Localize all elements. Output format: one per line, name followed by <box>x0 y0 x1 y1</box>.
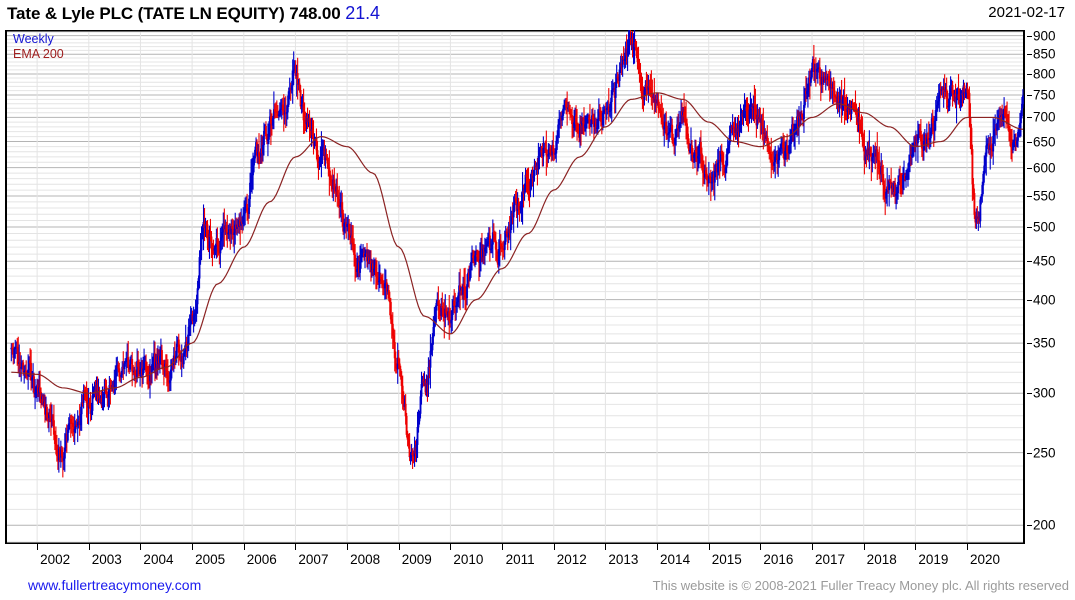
x-axis: 2002 2003 2004 2005 2006 2007 2008 2009 2010 2011… <box>5 544 1025 567</box>
chart-plot-area[interactable]: Weekly EMA 200 <box>5 30 1025 544</box>
plot-frame <box>5 30 1025 544</box>
x-axis-tick-mark <box>347 544 349 550</box>
x-axis-tick-label: 2011 <box>505 552 535 567</box>
x-axis-tick-label: 2007 <box>298 552 329 567</box>
x-axis-tick-label: 2017 <box>815 552 846 567</box>
y-axis-tick-label: 500 <box>1033 219 1056 235</box>
y-axis-tick-label: 850 <box>1033 46 1056 62</box>
chart-header: Tate & Lyle PLC (TATE LN EQUITY) 748.00 … <box>0 0 1075 28</box>
x-axis-tick-label: 2008 <box>350 552 381 567</box>
x-axis-tick-label: 2009 <box>401 552 432 567</box>
y-axis-tick-label: 350 <box>1033 335 1056 351</box>
chart-legend: Weekly EMA 200 <box>13 32 64 62</box>
y-axis-tick-label: 900 <box>1033 28 1056 44</box>
y-axis-tick-mark <box>1027 343 1032 345</box>
x-axis-tick-label: 2016 <box>763 552 794 567</box>
page-title: Tate & Lyle PLC (TATE LN EQUITY) 748.00 … <box>7 3 380 24</box>
y-axis-tick-mark <box>1027 167 1032 169</box>
x-axis-tick-mark <box>812 544 814 550</box>
x-axis-tick-mark <box>140 544 142 550</box>
x-axis-tick-label: 2019 <box>918 552 949 567</box>
site-url-link[interactable]: www.fullertreacymoney.com <box>28 577 202 593</box>
instrument-title: Tate & Lyle PLC (TATE LN EQUITY) 748.00 <box>7 4 341 23</box>
x-axis-tick-mark <box>708 544 710 550</box>
as-of-date: 2021-02-17 <box>988 4 1065 21</box>
x-axis-tick-label: 2010 <box>453 552 484 567</box>
chart-series-layer <box>10 30 1024 478</box>
x-axis-tick-mark <box>37 544 39 550</box>
x-axis-tick-mark <box>502 544 504 550</box>
y-axis-tick-label: 600 <box>1033 160 1056 176</box>
x-axis-tick-label: 2020 <box>970 552 1001 567</box>
x-axis-tick-mark <box>553 544 555 550</box>
y-axis-tick-label: 650 <box>1033 134 1056 150</box>
y-axis: 900 850 800 750 700 650 600 550 500 450 400 350 300 2… <box>1027 28 1075 544</box>
y-axis-tick-label: 750 <box>1033 87 1056 103</box>
y-axis-tick-label: 400 <box>1033 292 1056 308</box>
x-axis-tick-mark <box>657 544 659 550</box>
y-axis-tick-label: 450 <box>1033 253 1056 269</box>
y-axis-tick-mark <box>1027 35 1032 37</box>
y-axis-tick-mark <box>1027 195 1032 197</box>
y-axis-tick-mark <box>1027 261 1032 263</box>
x-axis-tick-mark <box>605 544 607 550</box>
x-axis-tick-mark <box>450 544 452 550</box>
legend-item-ema200: EMA 200 <box>13 47 64 61</box>
x-axis-tick-label: 2015 <box>711 552 742 567</box>
legend-item-interval: Weekly <box>13 32 54 46</box>
copyright-notice: This website is © 2008-2021 Fuller Treac… <box>652 578 1069 593</box>
x-axis-tick-label: 2003 <box>91 552 122 567</box>
x-axis-tick-mark <box>760 544 762 550</box>
chart-gridlines <box>7 31 1023 543</box>
y-axis-tick-mark <box>1027 393 1032 395</box>
y-axis-tick-mark <box>1027 226 1032 228</box>
x-axis-tick-mark <box>295 544 297 550</box>
y-axis-tick-label: 200 <box>1033 517 1056 533</box>
x-axis-tick-label: 2018 <box>866 552 897 567</box>
y-axis-tick-label: 700 <box>1033 109 1056 125</box>
y-axis-tick-label: 800 <box>1033 66 1056 82</box>
x-axis-tick-mark <box>915 544 917 550</box>
y-axis-tick-label: 300 <box>1033 385 1056 401</box>
y-axis-tick-mark <box>1027 299 1032 301</box>
x-axis-tick-mark <box>243 544 245 550</box>
x-axis-tick-mark <box>967 544 969 550</box>
y-axis-tick-mark <box>1027 525 1032 527</box>
x-axis-tick-label: 2013 <box>608 552 639 567</box>
x-axis-tick-mark <box>398 544 400 550</box>
x-axis-tick-mark <box>863 544 865 550</box>
x-axis-tick-label: 2014 <box>660 552 691 567</box>
y-axis-tick-mark <box>1027 94 1032 96</box>
y-axis-tick-mark <box>1027 141 1032 143</box>
x-axis-tick-label: 2004 <box>143 552 174 567</box>
x-axis-tick-mark <box>88 544 90 550</box>
x-axis-tick-mark <box>192 544 194 550</box>
y-axis-tick-label: 550 <box>1033 188 1056 204</box>
x-axis-tick-label: 2006 <box>246 552 277 567</box>
y-axis-tick-mark <box>1027 117 1032 119</box>
x-axis-tick-label: 2002 <box>40 552 71 567</box>
y-axis-tick-label: 250 <box>1033 445 1056 461</box>
x-axis-tick-label: 2005 <box>195 552 226 567</box>
y-axis-tick-mark <box>1027 54 1032 56</box>
change-value: 21.4 <box>345 3 380 23</box>
y-axis-tick-mark <box>1027 73 1032 75</box>
x-axis-tick-label: 2012 <box>556 552 587 567</box>
y-axis-tick-mark <box>1027 452 1032 454</box>
